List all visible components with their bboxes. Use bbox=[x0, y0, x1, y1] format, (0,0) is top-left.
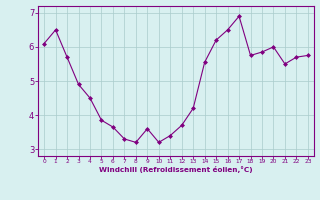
X-axis label: Windchill (Refroidissement éolien,°C): Windchill (Refroidissement éolien,°C) bbox=[99, 166, 253, 173]
